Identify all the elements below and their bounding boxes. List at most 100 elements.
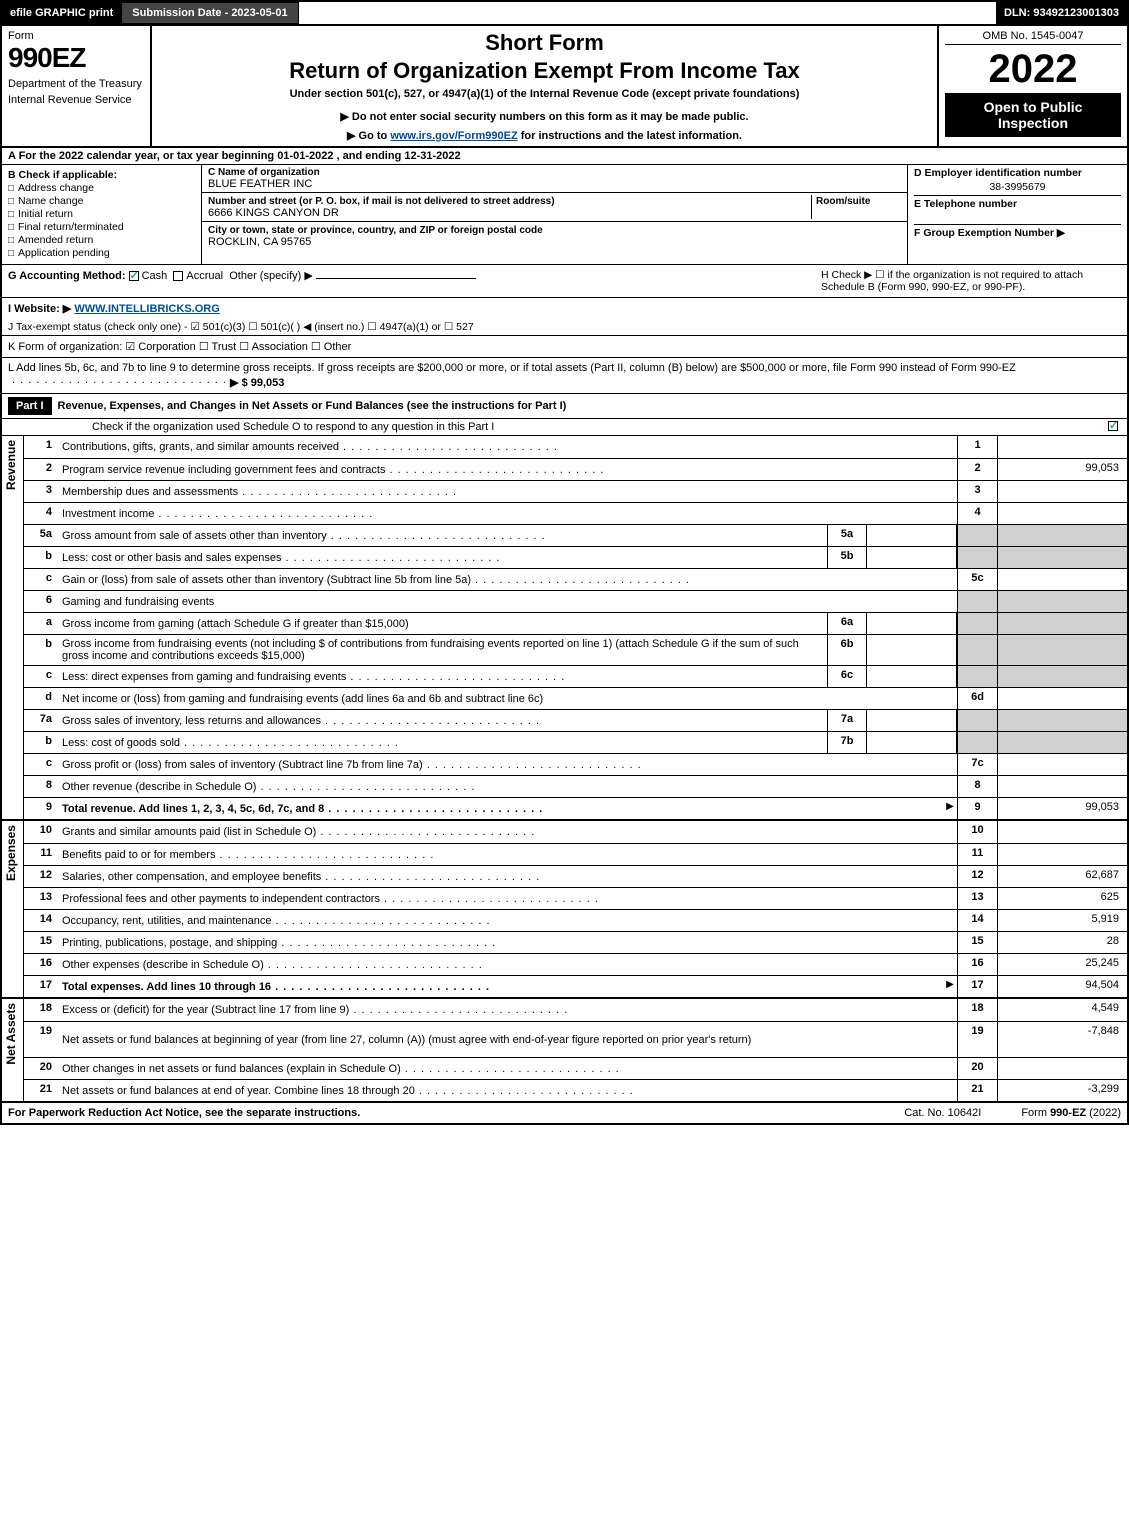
- lno-20: 20: [24, 1058, 58, 1079]
- ltxt-18: Excess or (deficit) for the year (Subtra…: [58, 999, 957, 1021]
- side-revenue-label: Revenue: [2, 436, 20, 494]
- footer-right-pre: Form: [1021, 1107, 1050, 1119]
- side-expenses-label: Expenses: [2, 821, 20, 885]
- c-room-label: Room/suite: [816, 196, 870, 207]
- netassets-section: Net Assets 18 Excess or (deficit) for th…: [2, 997, 1127, 1101]
- lno-16: 16: [24, 954, 58, 975]
- chk-amended-return[interactable]: Amended return: [8, 234, 195, 246]
- endval-19: -7,848: [997, 1022, 1127, 1057]
- endval-3: [997, 481, 1127, 502]
- footer-right: Form 990-EZ (2022): [1021, 1107, 1121, 1119]
- footer-right-post: (2022): [1086, 1107, 1121, 1119]
- l-dots: [8, 377, 227, 389]
- ltxt-16: Other expenses (describe in Schedule O): [58, 954, 957, 975]
- part-i-checkbox[interactable]: [1108, 421, 1118, 431]
- ltxt-7b: Less: cost of goods sold: [58, 732, 827, 753]
- form-word: Form: [8, 30, 144, 42]
- mid-6c: 6c: [827, 666, 867, 687]
- g-label: G Accounting Method:: [8, 270, 126, 282]
- line-16: 16 Other expenses (describe in Schedule …: [24, 953, 1127, 975]
- endval-4: [997, 503, 1127, 524]
- endno-21: 21: [957, 1080, 997, 1101]
- goto-link[interactable]: www.irs.gov/Form990EZ: [390, 130, 517, 142]
- efile-print-label: efile GRAPHIC print: [2, 2, 121, 24]
- return-title: Return of Organization Exempt From Incom…: [158, 58, 931, 84]
- lno-19: 19: [24, 1022, 58, 1057]
- mid-6a: 6a: [827, 613, 867, 634]
- line-1: 1 Contributions, gifts, grants, and simi…: [24, 436, 1127, 458]
- ltxt-6d: Net income or (loss) from gaming and fun…: [58, 688, 957, 709]
- chk-cash[interactable]: [129, 271, 139, 281]
- endno-11: 11: [957, 844, 997, 865]
- row-i-website: I Website: ▶ WWW.INTELLIBRICKS.ORG: [2, 297, 1127, 319]
- ltxt-3: Membership dues and assessments: [58, 481, 957, 502]
- endno-2: 2: [957, 459, 997, 480]
- line-6a: a Gross income from gaming (attach Sched…: [24, 612, 1127, 634]
- side-netassets: Net Assets: [2, 999, 24, 1101]
- midval-5b: [867, 547, 957, 568]
- g-other-line[interactable]: [316, 278, 476, 279]
- l-text: L Add lines 5b, 6c, and 7b to line 9 to …: [8, 362, 1016, 374]
- l-amount: ▶ $ 99,053: [230, 377, 284, 389]
- ltxt-21: Net assets or fund balances at end of ye…: [58, 1080, 957, 1101]
- part-i-title: Revenue, Expenses, and Changes in Net As…: [58, 400, 1121, 412]
- part-i-table: Revenue 1 Contributions, gifts, grants, …: [2, 435, 1127, 819]
- chk-initial-return[interactable]: Initial return: [8, 208, 195, 220]
- endno-18: 18: [957, 999, 997, 1021]
- line-11: 11 Benefits paid to or for members 11: [24, 843, 1127, 865]
- line-10: 10 Grants and similar amounts paid (list…: [24, 821, 1127, 843]
- endno-6a: [957, 613, 997, 634]
- ltxt-5a: Gross amount from sale of assets other t…: [58, 525, 827, 546]
- arrow-9: ▶: [943, 798, 957, 819]
- form-header: Form 990EZ Department of the Treasury In…: [2, 24, 1127, 146]
- endval-6b: [997, 635, 1127, 665]
- endval-7c: [997, 754, 1127, 775]
- endno-17: 17: [957, 976, 997, 997]
- g-cash: Cash: [142, 270, 168, 282]
- c-street-row: Number and street (or P. O. box, if mail…: [202, 193, 907, 222]
- lno-7c: c: [24, 754, 58, 775]
- endno-10: 10: [957, 821, 997, 843]
- lno-17: 17: [24, 976, 58, 997]
- row-j-tax-exempt: J Tax-exempt status (check only one) - ☑…: [2, 319, 1127, 335]
- mid-6b: 6b: [827, 635, 867, 665]
- website-link[interactable]: WWW.INTELLIBRICKS.ORG: [74, 303, 219, 315]
- h-schedule-b: H Check ▶ ☐ if the organization is not r…: [821, 269, 1121, 293]
- midval-7a: [867, 710, 957, 731]
- g-other: Other (specify) ▶: [229, 270, 313, 282]
- part-i-label: Part I: [8, 397, 52, 415]
- col-c-name-address: C Name of organization BLUE FEATHER INC …: [202, 165, 907, 264]
- lno-21: 21: [24, 1080, 58, 1101]
- endno-1: 1: [957, 436, 997, 458]
- org-name: BLUE FEATHER INC: [208, 178, 901, 190]
- chk-address-change[interactable]: Address change: [8, 182, 195, 194]
- midval-6c: [867, 666, 957, 687]
- midval-7b: [867, 732, 957, 753]
- ltxt-7c: Gross profit or (loss) from sales of inv…: [58, 754, 957, 775]
- section-bcd: B Check if applicable: Address change Na…: [2, 164, 1127, 264]
- line-4: 4 Investment income 4: [24, 502, 1127, 524]
- endno-14: 14: [957, 910, 997, 931]
- ltxt-9: Total revenue. Add lines 1, 2, 3, 4, 5c,…: [58, 798, 943, 819]
- endno-7a: [957, 710, 997, 731]
- line-3: 3 Membership dues and assessments 3: [24, 480, 1127, 502]
- side-revenue: Revenue: [2, 436, 24, 819]
- arrow-17: ▶: [943, 976, 957, 997]
- submission-date: Submission Date - 2023-05-01: [121, 2, 298, 24]
- lno-8: 8: [24, 776, 58, 797]
- ltxt-11: Benefits paid to or for members: [58, 844, 957, 865]
- endno-6c: [957, 666, 997, 687]
- endval-1: [997, 436, 1127, 458]
- endval-16: 25,245: [997, 954, 1127, 975]
- chk-application-pending[interactable]: Application pending: [8, 247, 195, 259]
- c-name-label: C Name of organization: [208, 167, 897, 178]
- lno-7a: 7a: [24, 710, 58, 731]
- line-6d: d Net income or (loss) from gaming and f…: [24, 687, 1127, 709]
- chk-accrual[interactable]: [173, 271, 183, 281]
- chk-name-change[interactable]: Name change: [8, 195, 195, 207]
- topbar-spacer: [299, 2, 996, 24]
- chk-final-return[interactable]: Final return/terminated: [8, 221, 195, 233]
- endval-15: 28: [997, 932, 1127, 953]
- endval-5a: [997, 525, 1127, 546]
- lno-6d: d: [24, 688, 58, 709]
